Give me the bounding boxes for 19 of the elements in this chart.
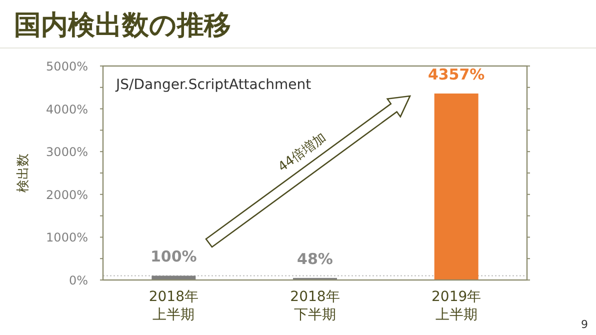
bar xyxy=(152,276,196,280)
y-tick-label: 3000% xyxy=(46,145,88,160)
y-tick-label: 5000% xyxy=(46,60,88,74)
x-tick-label: 2019年上半期 xyxy=(432,289,482,323)
annotation: JS/Danger.ScriptAttachment xyxy=(115,77,312,93)
data-label: 48% xyxy=(297,250,333,268)
x-tick-label: 2018年下半期 xyxy=(290,289,340,323)
data-label: 100% xyxy=(150,248,197,266)
bar xyxy=(434,94,478,280)
y-tick-label: 0% xyxy=(68,274,88,288)
y-tick-label: 2000% xyxy=(46,188,88,202)
chart-title: 国内検出数の推移 xyxy=(14,10,231,41)
y-tick-label: 4000% xyxy=(46,102,88,116)
y-axis-title: 検出数 xyxy=(16,154,31,192)
x-tick-label: 2018年上半期 xyxy=(148,289,198,323)
y-tick-label: 1000% xyxy=(46,230,88,245)
annotation: 44倍増加 xyxy=(275,129,330,176)
text: 9 xyxy=(581,318,588,331)
data-label: 4357% xyxy=(428,66,485,84)
